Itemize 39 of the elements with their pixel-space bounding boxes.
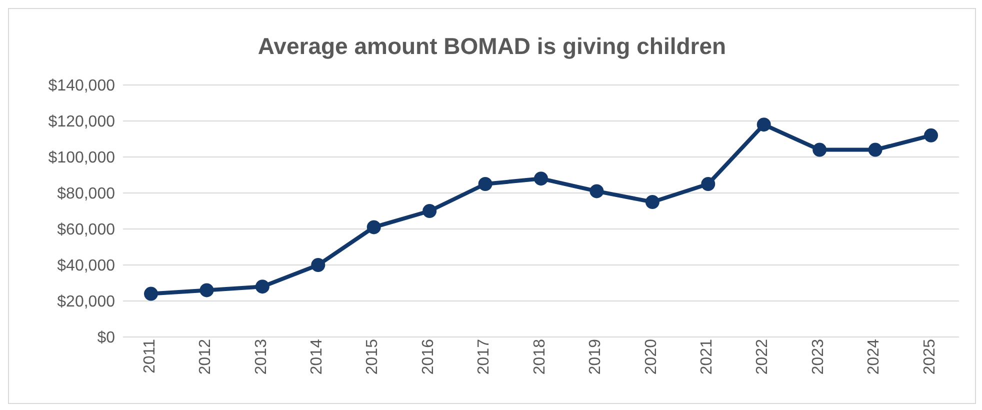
x-tick-label: 2018 bbox=[531, 338, 548, 375]
chart-title: Average amount BOMAD is giving children bbox=[256, 33, 728, 61]
point bbox=[756, 118, 771, 132]
x-tick-label: 2023 bbox=[810, 338, 827, 375]
point bbox=[812, 142, 827, 157]
point bbox=[311, 258, 326, 272]
point bbox=[868, 142, 882, 157]
y-tick-label: $40,000 bbox=[57, 258, 116, 275]
x-tick-label: 2014 bbox=[308, 338, 326, 375]
x-tick-label: 2022 bbox=[754, 338, 772, 375]
point bbox=[255, 280, 270, 294]
point bbox=[645, 195, 660, 209]
point bbox=[534, 172, 548, 186]
point bbox=[590, 184, 604, 198]
x-tick-label: 2017 bbox=[476, 338, 493, 375]
y-tick-label: $100,000 bbox=[48, 150, 116, 167]
y-tick-label: $60,000 bbox=[57, 222, 116, 239]
x-tick-label: 2021 bbox=[698, 338, 716, 375]
point bbox=[701, 177, 716, 191]
x-tick-label: 2025 bbox=[921, 338, 938, 375]
y-tick-label: $20,000 bbox=[57, 294, 116, 311]
x-tick-label: 2011 bbox=[141, 338, 158, 374]
point bbox=[200, 283, 214, 298]
y-tick-label: $0 bbox=[97, 330, 116, 347]
point bbox=[366, 220, 381, 234]
x-tick-label: 2015 bbox=[364, 338, 382, 375]
x-tick-label: 2019 bbox=[587, 338, 604, 375]
y-tick-label: $80,000 bbox=[57, 186, 116, 203]
y-tick-label: $140,000 bbox=[48, 78, 116, 95]
x-tick-label: 2012 bbox=[197, 338, 214, 375]
y-tick-label: $120,000 bbox=[48, 114, 116, 131]
point bbox=[478, 177, 492, 191]
point bbox=[924, 128, 938, 142]
point bbox=[422, 204, 437, 218]
point bbox=[144, 286, 158, 301]
x-tick-label: 2013 bbox=[252, 338, 270, 375]
x-tick-label: 2020 bbox=[642, 338, 660, 375]
x-tick-label: 2024 bbox=[866, 338, 883, 375]
x-tick-label: 2016 bbox=[420, 338, 437, 375]
